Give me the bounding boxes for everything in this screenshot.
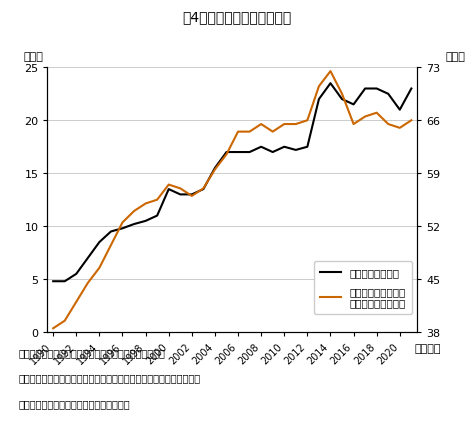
- Legend: 海外現地生産比率, 海外現地生産を行う
企業の割合（右軸）: 海外現地生産比率, 海外現地生産を行う 企業の割合（右軸）: [314, 262, 412, 314]
- Text: （年度）: （年度）: [414, 343, 441, 353]
- Text: （％）: （％）: [23, 52, 43, 62]
- Text: （％）: （％）: [445, 52, 465, 62]
- Text: 内閣府「企業行動に関するアンケート調査」より作成。: 内閣府「企業行動に関するアンケート調査」より作成。: [19, 347, 166, 357]
- Text: ％海外現地生産比率＝海外現地生産による生産高／（国内生産による: ％海外現地生産比率＝海外現地生産による生産高／（国内生産による: [19, 373, 201, 383]
- Text: 围4　製造業の海外生産比率: 围4 製造業の海外生産比率: [182, 11, 292, 25]
- Text: る生産高＋海外現地生産による生産高）。: る生産高＋海外現地生産による生産高）。: [19, 398, 130, 408]
